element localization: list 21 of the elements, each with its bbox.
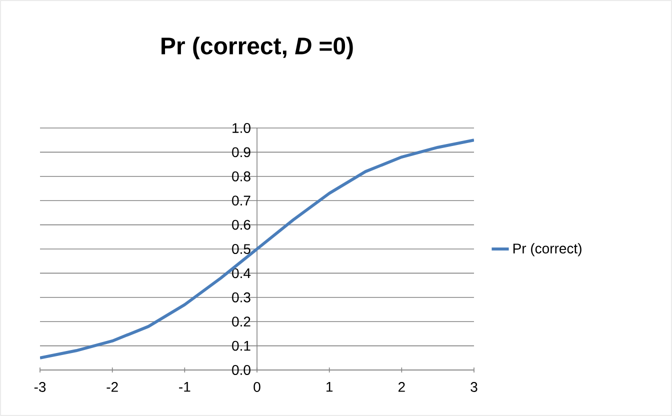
x-tick-label: 1 (326, 382, 333, 392)
x-tick-label: -2 (106, 382, 118, 392)
x-tick-label: 3 (470, 382, 478, 392)
y-tick-label: 0.2 (232, 316, 250, 327)
chart-title: Pr (correct, D =0) (162, 36, 353, 60)
line-series (40, 138, 474, 360)
text: 1.0 (232, 123, 250, 133)
x-tick-label: 2 (398, 382, 405, 392)
y-tick-label: 0.4 (232, 268, 251, 278)
y-tick-label: 0.8 (232, 171, 250, 182)
text: 0.0 (232, 365, 250, 375)
y-tick-label: 0.1 (232, 340, 250, 351)
legend-label: Pr (correct) (513, 243, 582, 256)
x-tick-label: 0 (254, 382, 260, 392)
x-tick-label: -3 (34, 382, 46, 392)
y-tick-label: 0.3 (232, 292, 250, 302)
y-tick-label: 0.9 (232, 147, 250, 158)
x-tick-label: -1 (179, 382, 190, 392)
y-tick-label: 0.7 (232, 196, 250, 206)
y-tick-label: 0.6 (232, 220, 250, 230)
y-tick-label: 0.5 (232, 244, 250, 254)
